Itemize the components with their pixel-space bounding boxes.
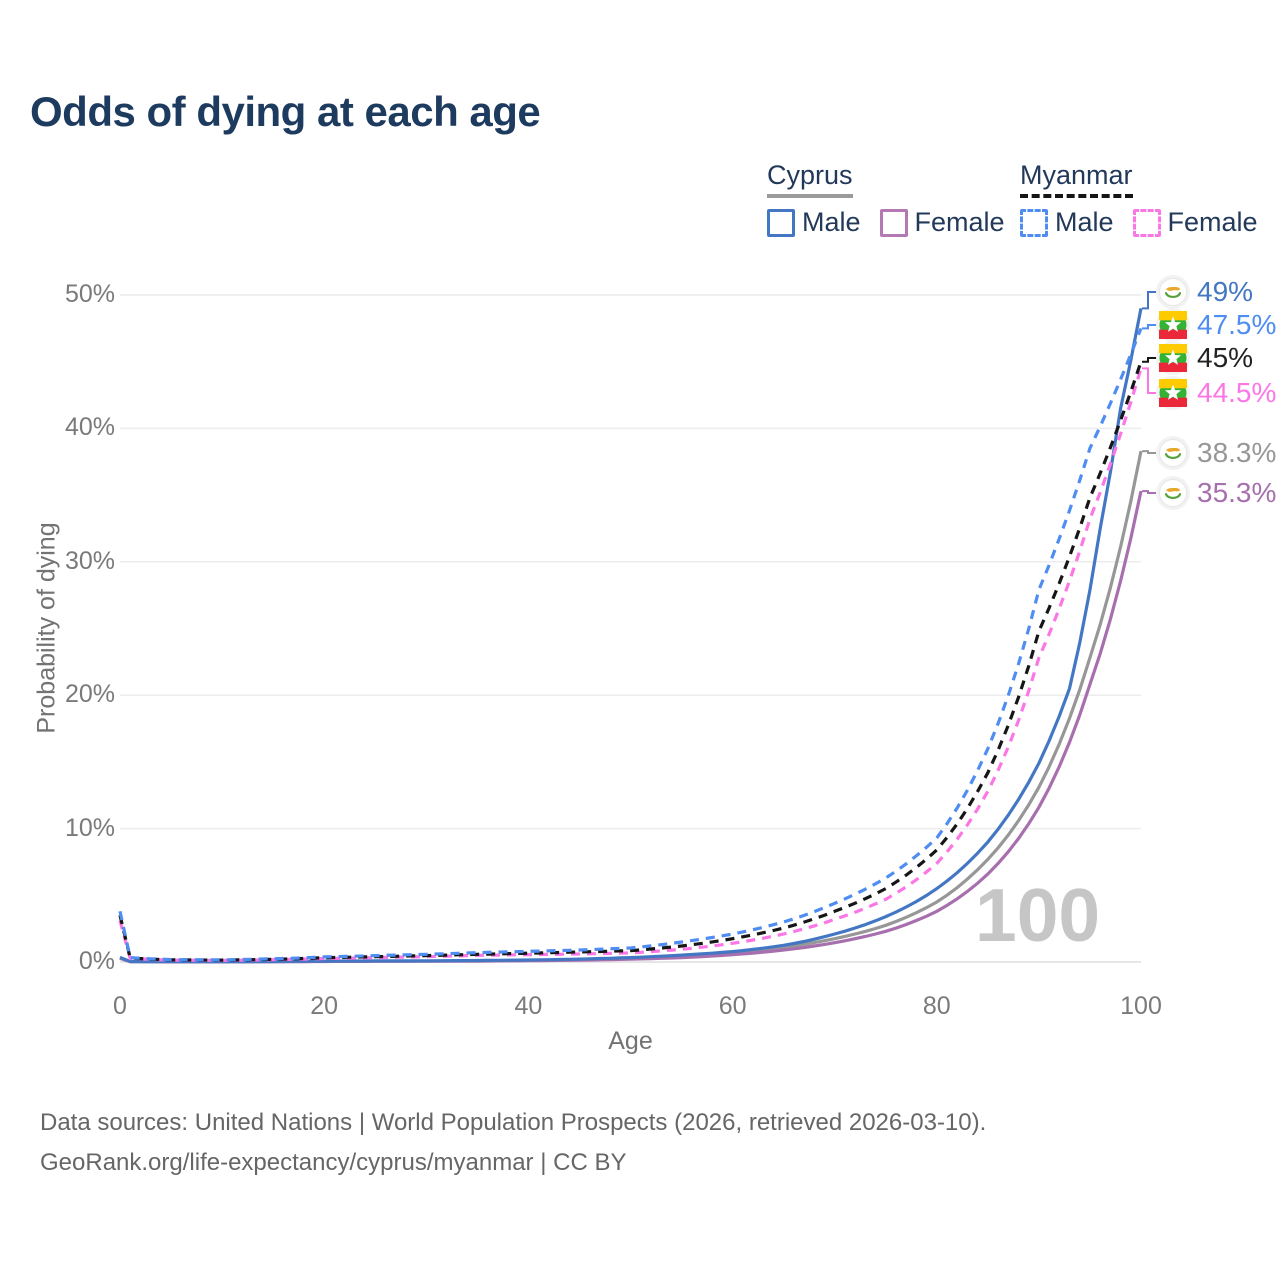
series-line-cyprus-male <box>119 307 1143 964</box>
end-label-value-myanmar-female: 44.5% <box>1197 377 1277 408</box>
legend-item-cyprus-male[interactable]: Male <box>767 207 861 238</box>
end-label-value-myanmar-total: 45% <box>1197 342 1254 373</box>
legend-label: Female <box>1167 207 1258 237</box>
footer-sources: Data sources: United Nations | World Pop… <box>40 1109 987 1136</box>
series-line-myanmar-female <box>118 367 1143 963</box>
cyprus-flag-icon <box>1156 275 1190 309</box>
cyprus-flag-icon <box>1156 436 1190 470</box>
end-label-connector-myanmar-male <box>1142 324 1157 330</box>
end-label-connector-cyprus-male <box>1142 291 1157 310</box>
end-label-connector-cyprus-female <box>1142 490 1157 494</box>
end-label-connector-cyprus-total <box>1142 450 1157 454</box>
legend-group-cyprus: Cyprus Male Female <box>767 160 1005 238</box>
series-line-myanmar-male <box>118 327 1143 962</box>
myanmar-flag-icon <box>1155 307 1191 343</box>
y-tick-10%: 10% <box>64 813 115 842</box>
legend-header-cyprus[interactable]: Cyprus <box>767 160 853 198</box>
cyprus-female-swatch[interactable] <box>879 208 908 237</box>
end-label-connector-myanmar-total <box>1142 357 1157 363</box>
end-label-value-cyprus-total: 38.3% <box>1197 437 1277 468</box>
cyprus-flag-icon <box>1155 274 1191 310</box>
legend-label: Female <box>914 207 1005 237</box>
end-label-myanmar-total: 45% <box>1155 340 1253 376</box>
end-label-myanmar-male: 47.5% <box>1155 307 1276 343</box>
myanmar-flag-icon <box>1155 340 1191 376</box>
legend-item-cyprus-female[interactable]: Female <box>879 207 1005 238</box>
x-tick-100: 100 <box>1120 992 1162 1020</box>
myanmar-flag-icon <box>1155 375 1191 411</box>
myanmar-flag-icon <box>1156 308 1190 342</box>
legend-items-cyprus: Male Female <box>767 207 1005 238</box>
legend: Cyprus Male Female Myanmar Male Female <box>0 160 1280 240</box>
x-tick-20: 20 <box>310 992 339 1020</box>
end-label-connector-myanmar-female <box>1142 367 1157 394</box>
legend-label: Male <box>1055 207 1114 237</box>
cyprus-flag-icon <box>1156 476 1190 510</box>
x-tick-80: 80 <box>922 992 951 1020</box>
end-label-myanmar-female: 44.5% <box>1155 375 1276 411</box>
legend-item-myanmar-male[interactable]: Male <box>1020 207 1114 238</box>
series-line-myanmar-total <box>118 361 1143 962</box>
end-label-value-cyprus-male: 49% <box>1197 276 1254 307</box>
myanmar-flag-icon <box>1156 376 1190 410</box>
x-tick-60: 60 <box>718 992 747 1020</box>
cyprus-male-swatch[interactable] <box>767 208 795 237</box>
legend-items-myanmar: Male Female <box>1020 207 1258 238</box>
myanmar-female-swatch[interactable] <box>1132 208 1161 237</box>
legend-item-myanmar-female[interactable]: Female <box>1132 207 1258 238</box>
end-label-cyprus-female: 35.3% <box>1155 475 1276 511</box>
y-tick-40%: 40% <box>64 413 115 442</box>
x-tick-40: 40 <box>514 992 543 1020</box>
y-tick-30%: 30% <box>64 546 115 575</box>
myanmar-male-swatch[interactable] <box>1020 208 1048 237</box>
end-label-cyprus-total: 38.3% <box>1155 435 1276 471</box>
y-tick-50%: 50% <box>64 280 115 308</box>
page-title: Odds of dying at each age <box>30 88 541 135</box>
age-cursor-watermark: 100 <box>975 873 1101 957</box>
legend-group-myanmar: Myanmar Male Female <box>1020 160 1258 238</box>
x-tick-0: 0 <box>113 992 127 1020</box>
y-tick-20%: 20% <box>64 680 115 709</box>
end-label-value-cyprus-female: 35.3% <box>1197 477 1277 508</box>
footer-attribution: GeoRank.org/life-expectancy/cyprus/myanm… <box>40 1149 627 1176</box>
cyprus-flag-icon <box>1155 475 1191 511</box>
y-axis-title: Probability of dying <box>32 522 61 734</box>
myanmar-flag-icon <box>1156 341 1190 375</box>
legend-header-myanmar[interactable]: Myanmar <box>1020 160 1133 198</box>
legend-label: Male <box>802 207 861 237</box>
x-axis-title: Age <box>608 1027 653 1055</box>
end-label-value-myanmar-male: 47.5% <box>1197 309 1277 340</box>
end-label-cyprus-male: 49% <box>1155 274 1253 310</box>
cyprus-flag-icon <box>1155 435 1191 471</box>
y-tick-0%: 0% <box>78 947 115 975</box>
